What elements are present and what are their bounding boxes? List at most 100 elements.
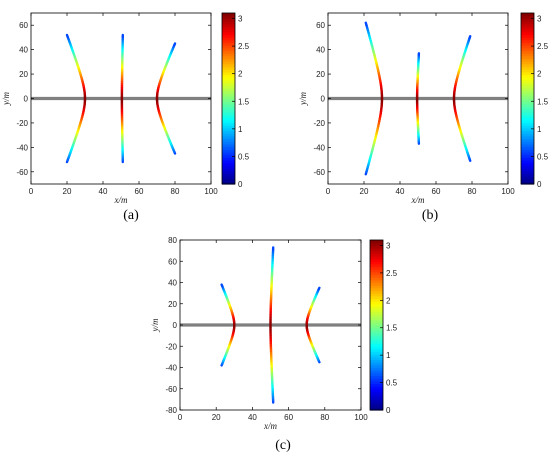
colorbar-step [222, 69, 235, 73]
colorbar-step [370, 247, 383, 252]
colorbar-step [521, 167, 534, 172]
colorbar-step [222, 98, 235, 102]
colorbar-step [370, 319, 383, 323]
colorbar-step [370, 290, 383, 294]
colorbar-step [521, 31, 534, 35]
x-tick-label: 100 [204, 187, 218, 196]
colorbar-step [521, 125, 534, 129]
colorbar-step [222, 77, 235, 81]
colorbar-step [521, 18, 534, 22]
colorbar-tick-label: 1 [537, 125, 542, 134]
colorbar-step [370, 364, 383, 369]
colorbar-tick-label: 1 [238, 125, 243, 134]
colorbar-tick-label: 2.5 [537, 42, 549, 51]
curve-1 [364, 21, 384, 176]
colorbar-step [222, 18, 235, 22]
x-tick-label: 80 [468, 187, 477, 196]
curve-segment [364, 21, 368, 27]
colorbar-step [222, 66, 235, 70]
colorbar-step [370, 255, 383, 260]
x-axis-label: x/m [411, 195, 425, 205]
y-axis-label: y/m [298, 92, 308, 106]
curve-1 [220, 283, 236, 367]
colorbar-step [370, 356, 383, 361]
colorbar-step [370, 303, 383, 308]
colorbar-step [521, 119, 534, 124]
colorbar-step [521, 173, 534, 177]
colorbar-step [370, 359, 383, 363]
colorbar-step [370, 279, 383, 284]
colorbar-step [370, 306, 383, 310]
colorbar-step [222, 181, 235, 185]
colorbar-tick-label: 0 [537, 180, 542, 189]
colorbar-step [521, 106, 534, 110]
colorbar-step [521, 95, 534, 100]
colorbar-step [222, 122, 235, 126]
colorbar-step [521, 130, 534, 134]
colorbar-step [222, 125, 235, 129]
colorbar-step [222, 106, 235, 110]
colorbar-step [222, 103, 235, 108]
colorbar-step [222, 58, 235, 62]
colorbar-step [521, 42, 534, 46]
colorbar-step [222, 149, 235, 153]
colorbar-step [222, 50, 235, 54]
colorbar-tick-label: 0.5 [238, 152, 250, 161]
colorbar-step [222, 111, 235, 116]
colorbar-tick-label: 2.5 [238, 42, 250, 51]
colorbar-step [370, 325, 383, 329]
colorbar-step [370, 375, 383, 379]
colorbar-step [222, 71, 235, 76]
colorbar-tick-label: 0 [238, 180, 243, 189]
colorbar-step [222, 175, 235, 180]
colorbar-step [370, 343, 383, 347]
y-tick-label: 0 [173, 321, 178, 330]
colorbar-step [521, 165, 534, 169]
colorbar-step [370, 394, 383, 398]
colorbar-step [370, 293, 383, 297]
colorbar-step [370, 391, 383, 395]
colorbar: 0 0.5 1 1.5 2 2.5 3 [520, 12, 549, 189]
colorbar-step [521, 90, 534, 94]
panel-a: 0 20 40 60 80 100 60 40 20 0 -20 -40 -60 x/m y/m 0 0.5 1 1… [1, 12, 250, 223]
y-axis-label: y/m [1, 92, 11, 106]
colorbar-step [521, 181, 534, 185]
colorbar-tick-label: 1.5 [386, 324, 398, 333]
y-tick-label: 20 [316, 70, 325, 79]
colorbar-step [222, 133, 235, 137]
y-tick-label: 60 [316, 21, 325, 30]
colorbar-step [222, 23, 235, 27]
panel-b: 0 20 40 60 80 100 60 40 20 0 -20 -40 -60 x/m y/m 0 0.5 1 1… [298, 12, 549, 223]
colorbar-step [370, 386, 383, 390]
colorbar-step [222, 154, 235, 158]
colorbar-step [370, 346, 383, 350]
x-axis-label: x/m [263, 421, 277, 431]
y-tick-label: 0 [24, 95, 29, 104]
colorbar-tick-label: 3 [238, 15, 243, 24]
colorbar-step [370, 261, 383, 265]
colorbar-step [521, 26, 534, 30]
colorbar-step [521, 37, 534, 41]
colorbar-step [222, 127, 235, 132]
colorbar-step [521, 170, 534, 174]
colorbar-step [521, 61, 534, 65]
curve-segment [468, 35, 472, 40]
curve-2 [415, 52, 421, 145]
y-axis-label: y/m [150, 318, 160, 332]
colorbar-step [370, 250, 383, 254]
colorbar-step [521, 85, 534, 89]
colorbar-step [521, 69, 534, 73]
colorbar-step [222, 47, 235, 52]
colorbar: 0 0.5 1 1.5 2 2.5 3 [221, 12, 250, 189]
colorbar-step [521, 53, 534, 57]
y-tick-label: -40 [165, 364, 177, 373]
colorbar-tick-label: 2 [386, 296, 391, 305]
colorbar-step [370, 380, 383, 385]
colorbar-tick-label: 1 [386, 351, 391, 360]
colorbar-step [370, 330, 383, 334]
colorbar-step [370, 266, 383, 270]
colorbar-step [222, 151, 235, 156]
colorbar-step [521, 45, 534, 49]
y-tick-label: 40 [316, 46, 325, 55]
colorbar-step [521, 135, 534, 140]
